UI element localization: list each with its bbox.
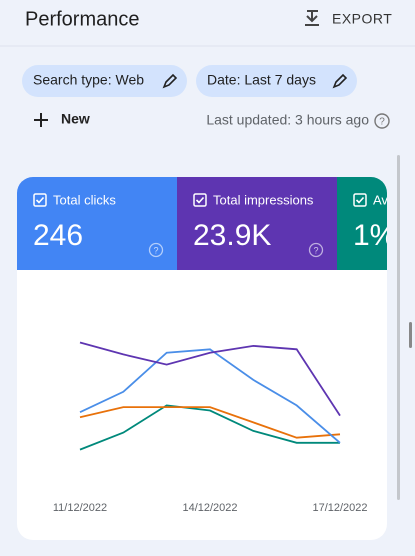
help-circle — [374, 113, 390, 129]
metric-value: 23.9K — [193, 219, 271, 252]
series-line — [79, 341, 341, 417]
edit-icon — [162, 73, 178, 89]
chip-label: Date: Last 7 days — [207, 72, 316, 88]
metric-value: 1% — [353, 219, 396, 252]
metric-help-mark: ? — [153, 245, 158, 255]
metric-help — [308, 242, 324, 258]
checkbox — [33, 193, 47, 207]
resize-handle — [409, 322, 412, 348]
performance-card: Total clicks 246 ? Total impressions 23.9K ? A… — [17, 177, 397, 540]
scrollbar — [397, 155, 400, 500]
chip-bg — [22, 65, 187, 97]
x-tick-label: 17/12/2022 — [312, 502, 367, 514]
metric-tile[interactable] — [337, 177, 397, 270]
metric-help — [148, 242, 164, 258]
metric-label: Total impressions — [213, 192, 314, 207]
x-tick-label: 14/12/2022 — [182, 502, 237, 514]
checkbox — [193, 193, 207, 207]
metric-label: Total clicks — [53, 192, 116, 207]
series-line — [79, 404, 340, 451]
metric-help-mark: ? — [313, 245, 318, 255]
metric-label: Av — [373, 192, 388, 207]
filter-chip[interactable]: Search type: Web — [22, 65, 187, 97]
checkmark — [35, 196, 45, 204]
metric-tile[interactable] — [177, 177, 337, 270]
checkmark — [195, 196, 205, 204]
metric-tile[interactable] — [17, 177, 177, 270]
series-line — [79, 348, 341, 444]
download-icon-base — [305, 24, 319, 26]
filter-chip[interactable]: Date: Last 7 days — [196, 65, 357, 97]
new-button[interactable]: New — [34, 111, 90, 127]
metric-value: 246 — [33, 219, 83, 252]
page-title: Performance — [25, 8, 140, 30]
checkbox — [353, 193, 367, 207]
plus-icon — [34, 113, 48, 127]
last-updated: Last updated: 3 hours ago — [206, 112, 369, 128]
help-icon[interactable]: ? — [374, 113, 390, 129]
chip-label: Search type: Web — [33, 72, 144, 88]
download-icon — [306, 10, 318, 23]
export-button[interactable]: EXPORT — [305, 10, 392, 27]
edit-icon — [332, 73, 348, 89]
series-line — [79, 406, 341, 439]
checkmark — [355, 196, 365, 204]
export-label: EXPORT — [332, 11, 392, 27]
chip-bg — [196, 65, 357, 97]
new-label: New — [61, 111, 90, 127]
x-tick-label: 11/12/2022 — [53, 502, 107, 514]
help-mark: ? — [379, 117, 385, 128]
